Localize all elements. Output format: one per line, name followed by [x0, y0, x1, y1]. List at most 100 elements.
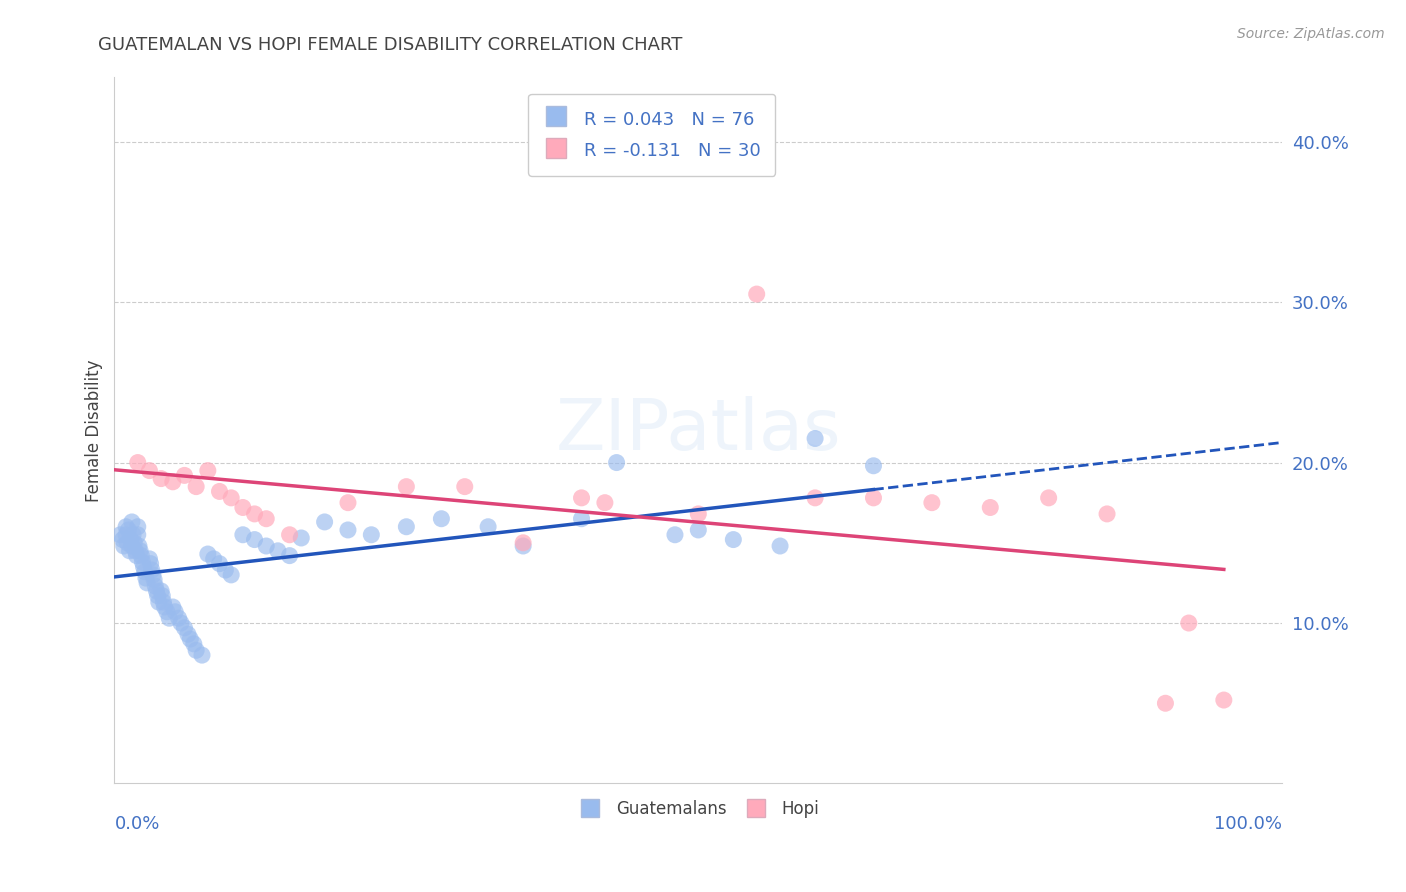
Point [477, 520, 499, 534]
Point [127, 456, 149, 470]
Point [1038, 491, 1060, 505]
Point [128, 539, 150, 553]
Point [120, 533, 142, 547]
Text: GUATEMALAN VS HOPI FEMALE DISABILITY CORRELATION CHART: GUATEMALAN VS HOPI FEMALE DISABILITY COR… [98, 36, 683, 54]
Point [745, 287, 768, 301]
Point [110, 528, 132, 542]
Point [121, 539, 143, 553]
Point [219, 491, 242, 505]
Point [129, 549, 152, 563]
Point [290, 531, 312, 545]
Point [186, 480, 208, 494]
Point [134, 565, 156, 579]
Point [173, 621, 195, 635]
Point [183, 637, 205, 651]
Point [121, 515, 143, 529]
Point [1095, 507, 1118, 521]
Text: Source: ZipAtlas.com: Source: ZipAtlas.com [1237, 27, 1385, 41]
Point [804, 432, 827, 446]
Point [243, 533, 266, 547]
Point [804, 491, 827, 505]
Point [124, 544, 146, 558]
Point [141, 563, 163, 577]
Point [186, 643, 208, 657]
Point [115, 528, 138, 542]
Point [157, 611, 180, 625]
Point [162, 475, 184, 489]
Point [267, 544, 290, 558]
Point [232, 500, 254, 515]
Point [139, 557, 162, 571]
Point [254, 512, 277, 526]
Point [148, 595, 170, 609]
Point [219, 567, 242, 582]
Point [135, 571, 157, 585]
Point [921, 496, 943, 510]
Point [688, 507, 710, 521]
Point [146, 589, 169, 603]
Point [142, 567, 165, 582]
Point [197, 547, 219, 561]
Point [243, 507, 266, 521]
Point [153, 599, 176, 614]
Point [152, 595, 174, 609]
Point [150, 472, 173, 486]
Point [173, 468, 195, 483]
Point [862, 458, 884, 473]
Point [254, 539, 277, 553]
Point [723, 533, 745, 547]
Point [395, 520, 418, 534]
Point [165, 605, 187, 619]
Point [170, 615, 193, 630]
Point [202, 552, 225, 566]
Text: 100.0%: 100.0% [1215, 815, 1282, 833]
Point [862, 491, 884, 505]
Point [127, 520, 149, 534]
Point [136, 575, 159, 590]
Point [143, 573, 166, 587]
Point [232, 528, 254, 542]
Point [688, 523, 710, 537]
Point [162, 599, 184, 614]
Point [150, 583, 173, 598]
Point [208, 484, 231, 499]
Point [336, 523, 359, 537]
Point [125, 549, 148, 563]
Point [571, 491, 593, 505]
Point [111, 533, 134, 547]
Point [150, 589, 173, 603]
Point [769, 539, 792, 553]
Point [167, 611, 190, 625]
Point [336, 496, 359, 510]
Point [593, 496, 616, 510]
Point [115, 520, 138, 534]
Point [512, 539, 534, 553]
Point [117, 536, 139, 550]
Point [122, 536, 145, 550]
Point [278, 549, 301, 563]
Point [179, 632, 201, 646]
Point [143, 579, 166, 593]
Point [145, 583, 167, 598]
Text: ZIPatlas: ZIPatlas [555, 396, 841, 465]
Point [112, 539, 135, 553]
Point [360, 528, 382, 542]
Point [395, 480, 418, 494]
Point [177, 627, 200, 641]
Point [278, 528, 301, 542]
Point [314, 515, 336, 529]
Legend: Guatemalans, Hopi: Guatemalans, Hopi [571, 793, 825, 824]
Point [117, 523, 139, 537]
Point [1178, 615, 1201, 630]
Point [430, 512, 453, 526]
Point [664, 528, 686, 542]
Point [197, 464, 219, 478]
Point [214, 563, 236, 577]
Point [118, 544, 141, 558]
Point [1154, 696, 1177, 710]
Point [454, 480, 477, 494]
Point [138, 552, 160, 566]
Point [129, 544, 152, 558]
Point [138, 464, 160, 478]
Point [208, 557, 231, 571]
